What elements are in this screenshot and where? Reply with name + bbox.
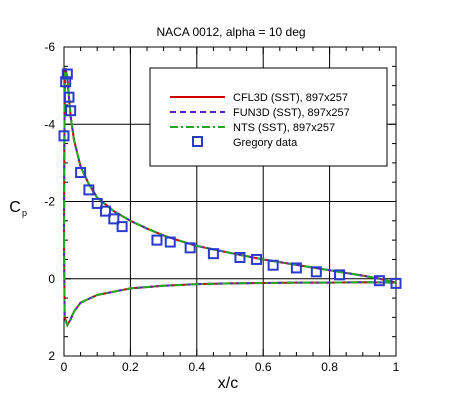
x-tick-label: 1 bbox=[393, 360, 400, 374]
legend: CFL3D (SST), 897x257 FUN3D (SST), 897x25… bbox=[150, 68, 387, 166]
legend-label-cfl3d: CFL3D (SST), 897x257 bbox=[233, 92, 348, 104]
y-tick-label: 0 bbox=[48, 272, 55, 286]
y-tick-label: -4 bbox=[44, 117, 55, 131]
y-tick-label: 2 bbox=[48, 349, 55, 363]
x-tick-label: 0.2 bbox=[122, 360, 139, 374]
chart-title: NACA 0012, alpha = 10 deg bbox=[156, 25, 305, 39]
x-tick-label: 0.8 bbox=[321, 360, 338, 374]
y-axis-label-main: C bbox=[9, 199, 21, 216]
y-tick-label: -2 bbox=[44, 195, 55, 209]
legend-label-gregory: Gregory data bbox=[233, 137, 298, 149]
x-tick-label: 0 bbox=[61, 360, 68, 374]
x-axis-label: x/c bbox=[218, 375, 238, 392]
x-tick-label: 0.4 bbox=[188, 360, 205, 374]
x-tick-label: 0.6 bbox=[255, 360, 272, 374]
y-tick-label: -6 bbox=[44, 40, 55, 54]
legend-label-fun3d: FUN3D (SST), 897x257 bbox=[233, 107, 350, 119]
y-axis-label-subscript: p bbox=[22, 208, 27, 218]
legend-label-nts: NTS (SST), 897x257 bbox=[233, 122, 335, 134]
